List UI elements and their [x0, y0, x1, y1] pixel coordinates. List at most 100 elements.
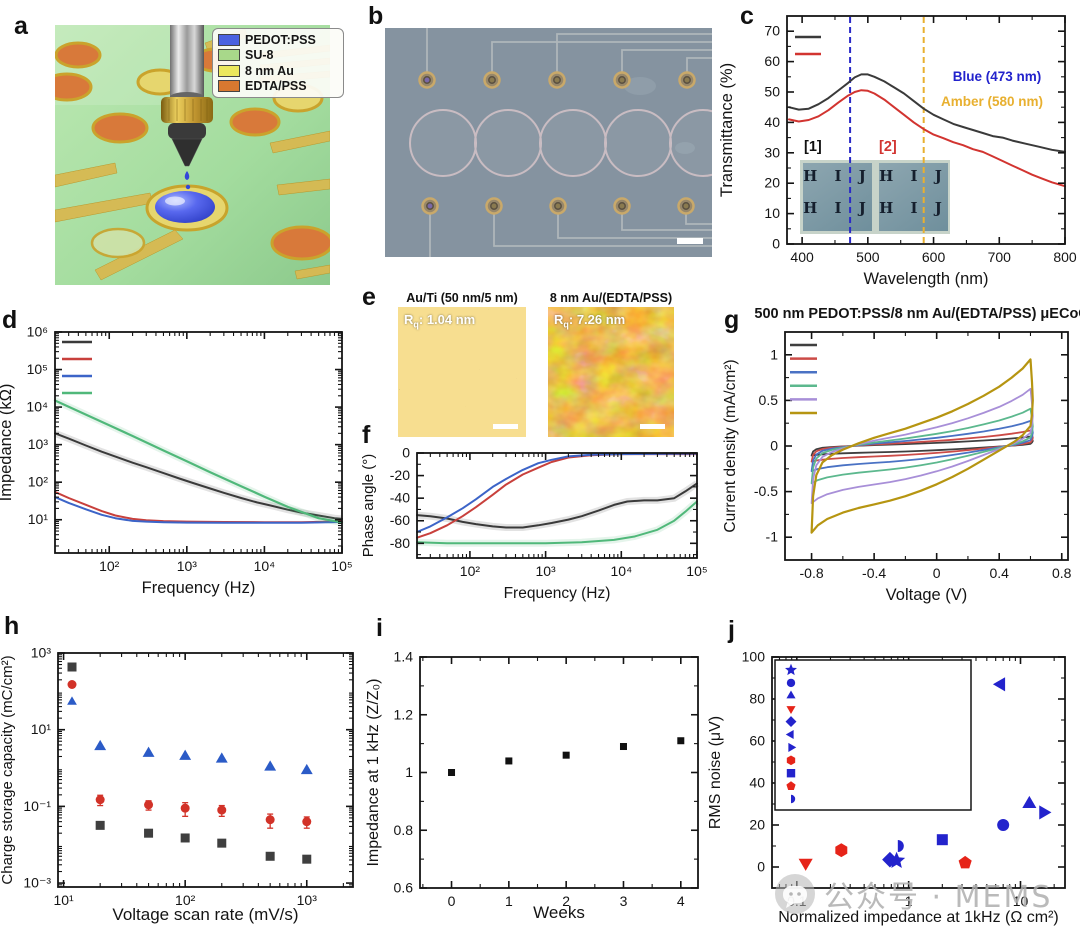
svg-text:10³: 10³ — [297, 892, 318, 908]
svg-text:0: 0 — [933, 565, 941, 581]
panel-label-a: a — [14, 12, 28, 40]
panel-label-i: i — [376, 614, 383, 642]
svg-text:Transmittance (%): Transmittance (%) — [720, 63, 736, 197]
svg-text:80: 80 — [749, 691, 765, 707]
material-color-chip — [218, 64, 240, 77]
svg-text:1.2: 1.2 — [394, 706, 414, 722]
svg-text:RMS noise (μV): RMS noise (μV) — [707, 716, 724, 829]
svg-text:0.4: 0.4 — [989, 565, 1009, 581]
svg-text:500: 500 — [856, 249, 880, 265]
panel-label-h: h — [4, 612, 20, 640]
svg-text:0: 0 — [402, 445, 410, 461]
svg-text:10: 10 — [764, 205, 780, 221]
printed-pedot-droplet — [155, 191, 215, 223]
transmittance-chart: 400 500 600 700 800 0 10 20 30 40 50 60 70 Wavelength… — [718, 0, 1080, 295]
su8-well-rings — [409, 109, 712, 177]
panel-label-j: j — [728, 616, 735, 644]
svg-text:0: 0 — [772, 236, 780, 252]
charge-storage-chart: 10¹ 10² 10³ 10⁻³ 10⁻¹ 10¹ 10³ Voltage scan rate… — [0, 618, 365, 943]
scale-bar — [493, 424, 518, 429]
svg-text:1.4: 1.4 — [394, 649, 414, 665]
svg-text:10³: 10³ — [31, 645, 52, 661]
svg-text:-80: -80 — [390, 535, 410, 551]
svg-text:Voltage (V): Voltage (V) — [886, 586, 968, 604]
svg-text:20: 20 — [764, 175, 780, 191]
material-label: PEDOT:PSS — [245, 32, 316, 47]
material-legend-item: 8 nm Au — [218, 63, 338, 79]
svg-text:500 nm PEDOT:PSS/8 nm Au/(EDTA: 500 nm PEDOT:PSS/8 nm Au/(EDTA/PSS) μECo… — [754, 306, 1080, 322]
svg-text:3: 3 — [620, 893, 628, 909]
transmittance-sample-inset: [1] [2] H I J H I J H I J H I J — [798, 139, 952, 235]
svg-text:10: 10 — [1013, 893, 1029, 909]
roughness-label-right: Rq: 7.26 nm — [554, 312, 626, 330]
svg-text:10⁴: 10⁴ — [611, 563, 633, 579]
svg-text:10⁻¹: 10⁻¹ — [23, 798, 51, 814]
svg-text:Phase angle (°): Phase angle (°) — [360, 454, 377, 558]
stability-chart: 0 1 2 3 4 0.6 0.8 1 1.2 1.4 Weeks Impedance at 1 kH… — [365, 618, 705, 943]
svg-text:800: 800 — [1053, 249, 1077, 265]
rms-noise-comparison-chart: 0.1 1 10 0 20 40 60 80 100 Normalized impedance a… — [705, 618, 1080, 943]
chart-g-svg: -0.8 -0.4 0 0.4 0.8 1 0.5 0 -0.5 -1 Voltage (V) Cur… — [722, 306, 1080, 604]
panel-label-d: d — [2, 306, 18, 334]
chart-f-svg: 10² 10³ 10⁴ 10⁵ 0 -20 -40 -60 -80 Frequency (Hz) P… — [360, 445, 708, 603]
svg-text:-0.8: -0.8 — [800, 565, 824, 581]
material-color-chip — [218, 80, 240, 93]
material-legend-item: PEDOT:PSS — [218, 32, 338, 48]
svg-text:40: 40 — [764, 114, 780, 130]
svg-text:10²: 10² — [175, 892, 196, 908]
panel-label-e: e — [362, 283, 376, 311]
chart-d-svg: 10² 10³ 10⁴ 10⁵ 10¹ 10² 10³ 10⁴ 10⁵ 10⁶ Frequency … — [0, 324, 353, 598]
svg-text:Normalized impedance at 1kHz (: Normalized impedance at 1kHz (Ω cm²) — [778, 909, 1058, 926]
material-legend-item: SU-8 — [218, 48, 338, 64]
scale-bar — [640, 424, 665, 429]
phase-angle-chart: 10² 10³ 10⁴ 10⁵ 0 -20 -40 -60 -80 Frequency (Hz) P… — [360, 430, 710, 625]
impedance-chart: 10² 10³ 10⁴ 10⁵ 10¹ 10² 10³ 10⁴ 10⁵ 10⁶ Frequency … — [0, 300, 360, 623]
svg-text:10¹: 10¹ — [31, 721, 52, 737]
contact-electrodes — [418, 71, 696, 215]
material-color-chip — [218, 33, 240, 46]
svg-text:10⁻³: 10⁻³ — [23, 875, 51, 891]
panel-label-c: c — [740, 2, 754, 30]
scale-bar — [677, 238, 703, 244]
panel-label-b: b — [368, 2, 384, 30]
svg-text:10⁴: 10⁴ — [254, 558, 276, 574]
micrograph-image — [385, 28, 712, 257]
sample-2-film: H I J H I J — [879, 163, 948, 231]
svg-text:10⁵: 10⁵ — [27, 361, 48, 377]
svg-text:10³: 10³ — [535, 563, 556, 579]
roughness-label-left: Rq: 1.04 nm — [404, 312, 476, 330]
svg-text:0: 0 — [757, 859, 765, 875]
svg-text:Impedance (kΩ): Impedance (kΩ) — [0, 384, 15, 502]
svg-text:60: 60 — [764, 53, 780, 69]
svg-text:Current density (mA/cm²): Current density (mA/cm²) — [722, 359, 739, 532]
svg-text:50: 50 — [764, 84, 780, 100]
material-legend-item: EDTA/PSS — [218, 79, 338, 95]
svg-text:1: 1 — [405, 764, 413, 780]
svg-text:0: 0 — [770, 438, 778, 454]
svg-text:1: 1 — [905, 893, 913, 909]
ink-droplet — [184, 171, 190, 180]
svg-text:10²: 10² — [99, 558, 120, 574]
svg-text:600: 600 — [922, 249, 946, 265]
svg-text:-20: -20 — [390, 467, 410, 483]
svg-text:40: 40 — [749, 775, 765, 791]
panel-label-f: f — [362, 421, 371, 449]
svg-text:Impedance at 1 kHz (Z/Z₀): Impedance at 1 kHz (Z/Z₀) — [365, 678, 382, 866]
svg-text:-0.4: -0.4 — [862, 565, 886, 581]
svg-text:60: 60 — [749, 733, 765, 749]
svg-text:-60: -60 — [390, 512, 410, 528]
svg-text:30: 30 — [764, 144, 780, 160]
inset-sample-1-label: [1] — [804, 139, 822, 155]
material-label: SU-8 — [245, 48, 274, 63]
svg-text:4: 4 — [677, 893, 685, 909]
svg-text:Blue (473 nm): Blue (473 nm) — [953, 69, 1042, 84]
svg-text:10⁵: 10⁵ — [686, 563, 707, 579]
svg-text:Wavelength (nm): Wavelength (nm) — [863, 270, 988, 288]
cv-chart: -0.8 -0.4 0 0.4 0.8 1 0.5 0 -0.5 -1 Voltage (V) Cur… — [720, 300, 1080, 623]
panel-label-g: g — [724, 306, 740, 334]
metal-traces — [426, 28, 712, 257]
svg-text:10³: 10³ — [28, 436, 49, 452]
afm-left-title: Au/Ti (50 nm/5 nm) — [406, 291, 518, 305]
